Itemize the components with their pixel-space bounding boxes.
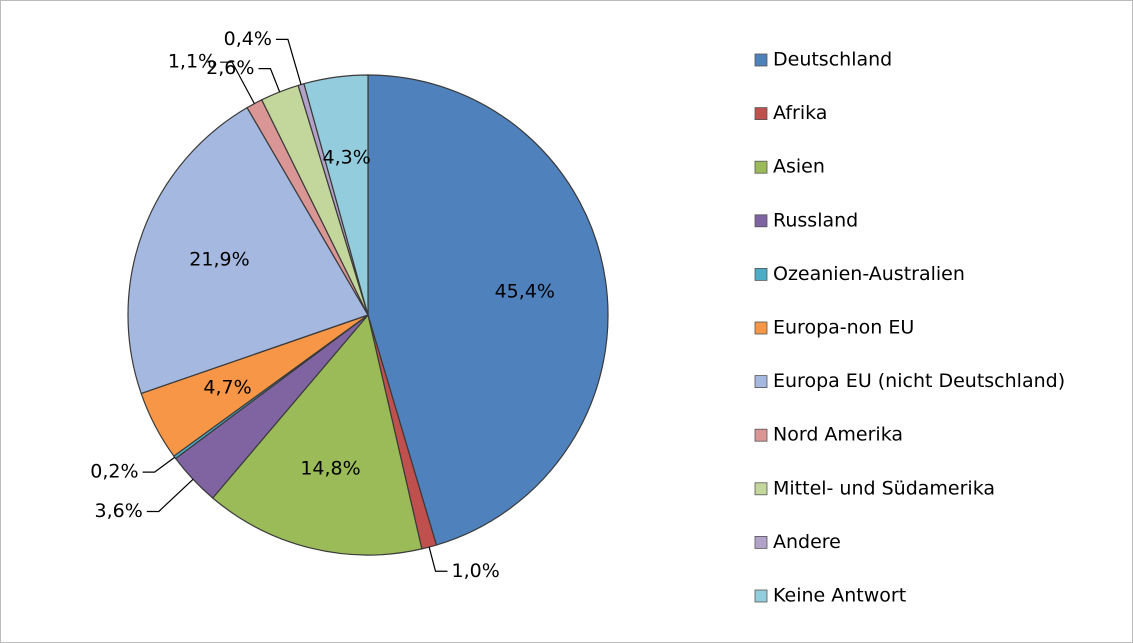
- leader-line: [275, 38, 302, 85]
- leader-line: [220, 61, 255, 104]
- data-label: 2,6%: [206, 57, 254, 79]
- legend-label: Russland: [773, 209, 858, 231]
- leader-line: [258, 68, 281, 93]
- data-label: 4,3%: [323, 147, 371, 169]
- legend-label: Ozeanien-Australien: [773, 263, 965, 285]
- legend-label: Europa EU (nicht Deutschland): [773, 370, 1065, 392]
- pie-slice: [127, 106, 369, 395]
- legend-label: Asien: [773, 156, 825, 178]
- legend-swatch: [754, 589, 768, 603]
- data-label: 0,4%: [224, 28, 272, 50]
- legend-swatch: [754, 160, 768, 174]
- data-label: 1,1%: [168, 51, 216, 73]
- pie-slice: [211, 313, 423, 556]
- legend-swatch: [754, 482, 768, 496]
- legend-label: Keine Antwort: [773, 585, 906, 607]
- pie-slice: [303, 74, 369, 316]
- data-label: 0,2%: [90, 461, 138, 483]
- legend-swatch: [754, 53, 768, 67]
- data-label: 14,8%: [300, 457, 360, 479]
- legend-label: Nord Amerika: [773, 424, 903, 446]
- data-label: 3,6%: [95, 500, 143, 522]
- legend-swatch: [754, 107, 768, 120]
- legend-label: Andere: [773, 531, 841, 553]
- legend-label: Deutschland: [773, 49, 892, 71]
- legend-swatch: [754, 536, 768, 549]
- data-label: 1,0%: [452, 560, 500, 582]
- leader-line: [428, 546, 448, 572]
- leader-line: [146, 478, 194, 513]
- data-label: 4,7%: [203, 377, 251, 399]
- legend-label: Afrika: [773, 102, 827, 124]
- leader-line: [142, 456, 176, 473]
- legend-swatch: [754, 214, 768, 228]
- data-label: 21,9%: [189, 248, 249, 270]
- legend-swatch: [754, 375, 768, 389]
- legend-swatch: [754, 267, 768, 281]
- data-label: 45,4%: [495, 281, 555, 303]
- legend-label: Mittel- und Südamerika: [773, 477, 995, 499]
- pie-slice: [367, 74, 609, 546]
- legend-swatch: [754, 321, 768, 335]
- legend-label: Europa-non EU: [773, 317, 914, 339]
- legend-swatch: [754, 428, 768, 442]
